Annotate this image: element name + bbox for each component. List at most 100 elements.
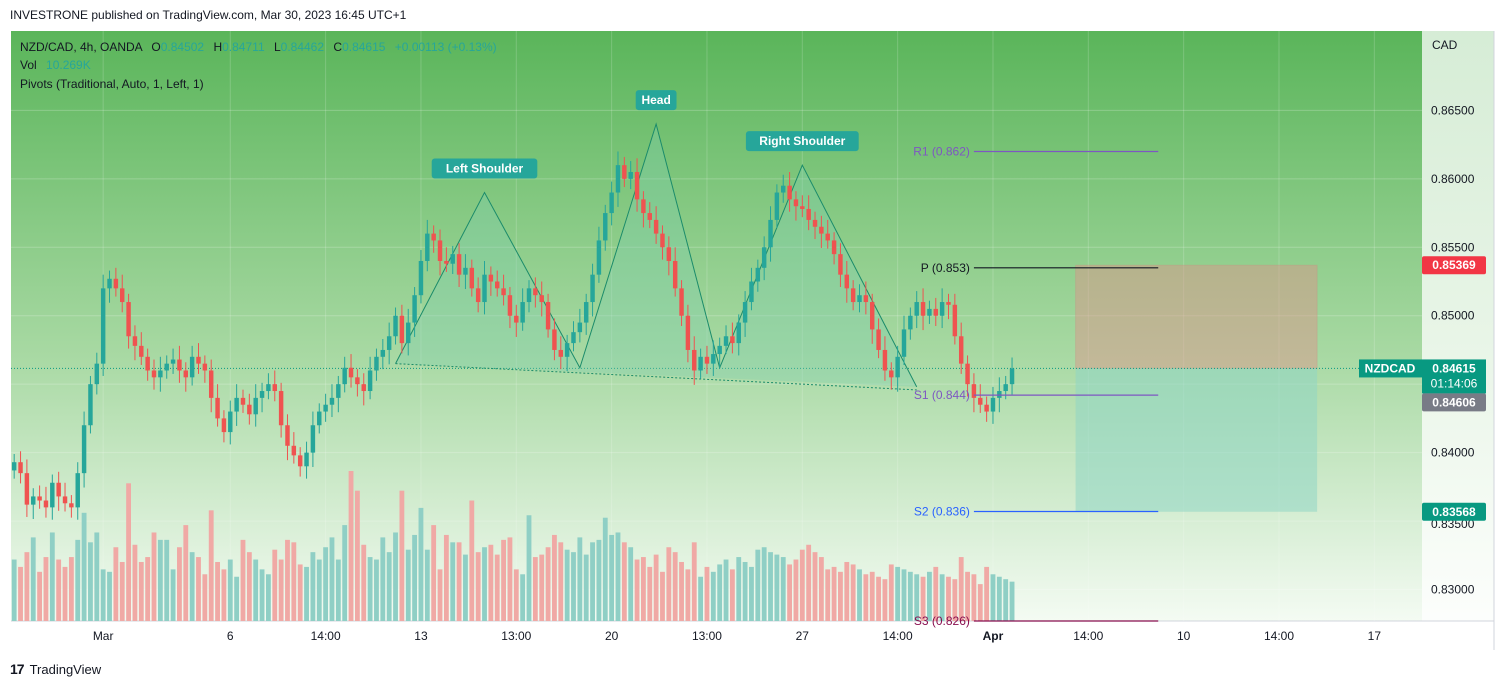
candle-body xyxy=(11,462,17,471)
candle-body xyxy=(685,315,691,350)
pivot-levels: P (0.853) R1 (0.862) S1 (0.844) S2 (0.836) S… xyxy=(913,144,1159,628)
volume-bar xyxy=(907,571,913,621)
volume-bar xyxy=(844,561,850,621)
volume-bar xyxy=(304,566,309,621)
candle-body xyxy=(151,370,157,378)
volume-bar xyxy=(386,552,392,621)
volume-bar xyxy=(672,552,678,621)
x-tick-label: Apr xyxy=(983,629,1004,643)
candle-body xyxy=(958,336,964,364)
volume-bar xyxy=(62,566,68,621)
candle-body xyxy=(177,359,182,371)
candle-body xyxy=(253,397,258,415)
volume-bar xyxy=(94,532,100,621)
candle-body xyxy=(774,192,780,220)
volume-bar xyxy=(88,542,93,621)
volume-bar xyxy=(768,552,773,621)
candle-body xyxy=(590,274,595,303)
volume-bar xyxy=(342,525,348,621)
volume-bar xyxy=(132,544,138,621)
volume-bar xyxy=(787,564,793,621)
candle-body xyxy=(94,363,100,385)
volume-bar xyxy=(469,500,475,621)
volume-bar xyxy=(729,569,735,621)
candle-body xyxy=(297,455,303,467)
candle-body xyxy=(18,462,23,474)
candle-body xyxy=(825,233,830,241)
volume-bar xyxy=(539,554,545,621)
volume-bar xyxy=(888,564,894,621)
volume-bar xyxy=(329,537,335,621)
volume-bar xyxy=(920,576,926,621)
legend-high: 0.84711 xyxy=(222,40,265,54)
neckline xyxy=(395,363,917,391)
candle-body xyxy=(965,363,970,385)
candle-body xyxy=(380,349,386,357)
volume-bar xyxy=(443,534,449,621)
volume-bars xyxy=(11,471,1015,621)
volume-bar xyxy=(234,576,240,621)
volume-bar xyxy=(18,566,23,621)
candle-body xyxy=(475,288,481,303)
candle-body xyxy=(56,482,61,497)
volume-bar xyxy=(793,559,799,621)
candle-body xyxy=(660,233,665,248)
volume-bar xyxy=(736,557,742,621)
entry-price-label: 0.84606 xyxy=(1432,395,1476,409)
volume-bar xyxy=(138,561,144,621)
candle-body xyxy=(641,199,646,214)
current-price-label: 0.84615 xyxy=(1432,361,1476,375)
short-position[interactable] xyxy=(11,264,1422,512)
x-tick-label: 14:00 xyxy=(311,629,341,643)
volume-bar xyxy=(43,557,49,621)
candle-body xyxy=(564,343,570,357)
volume-bar xyxy=(107,571,112,621)
volume-bar xyxy=(100,569,106,621)
head-and-shoulders-pattern[interactable]: Left Shoulder Head Right Shoulder xyxy=(395,90,918,391)
legend-low: 0.84462 xyxy=(281,40,325,54)
volume-bar xyxy=(463,554,468,621)
candle-body xyxy=(450,254,455,264)
legend-vol-value: 10.269K xyxy=(46,58,91,72)
volume-bar xyxy=(526,515,532,621)
candle-body xyxy=(679,288,684,316)
candle-body xyxy=(304,452,309,467)
candle-body xyxy=(348,367,354,378)
volume-bar xyxy=(552,534,557,621)
volume-bar xyxy=(780,557,786,621)
volume-bar xyxy=(196,557,201,621)
y-tick-label: 0.84000 xyxy=(1431,446,1475,460)
candle-body xyxy=(120,288,125,303)
volume-bar xyxy=(310,552,316,621)
volume-bar xyxy=(501,539,506,621)
volume-bar xyxy=(666,547,672,621)
candle-body xyxy=(793,199,799,207)
right-shoulder-label: Right Shoulder xyxy=(759,134,845,148)
candle-body xyxy=(552,329,557,350)
candle-body xyxy=(1009,368,1015,385)
candle-body xyxy=(228,411,233,433)
volume-bar xyxy=(647,566,653,621)
volume-bar xyxy=(335,559,341,621)
footer-brand: TradingView xyxy=(29,661,102,677)
candle-body xyxy=(984,404,989,412)
candle-body xyxy=(990,397,996,412)
candle-body xyxy=(329,397,335,405)
candle-body xyxy=(812,219,818,227)
candle-body xyxy=(444,260,449,264)
candle-body xyxy=(539,295,544,303)
candle-body xyxy=(361,384,366,392)
volume-bar xyxy=(977,584,983,621)
volume-bar xyxy=(704,566,710,621)
candle-body xyxy=(889,370,894,378)
candle-body xyxy=(978,397,983,405)
volume-bar xyxy=(869,571,875,621)
volume-bar xyxy=(68,557,74,621)
volume-bar xyxy=(710,571,716,621)
volume-bar xyxy=(838,571,843,621)
volume-bar xyxy=(291,542,297,621)
volume-bar xyxy=(685,569,691,621)
candle-body xyxy=(43,500,49,508)
candle-body xyxy=(698,356,703,371)
